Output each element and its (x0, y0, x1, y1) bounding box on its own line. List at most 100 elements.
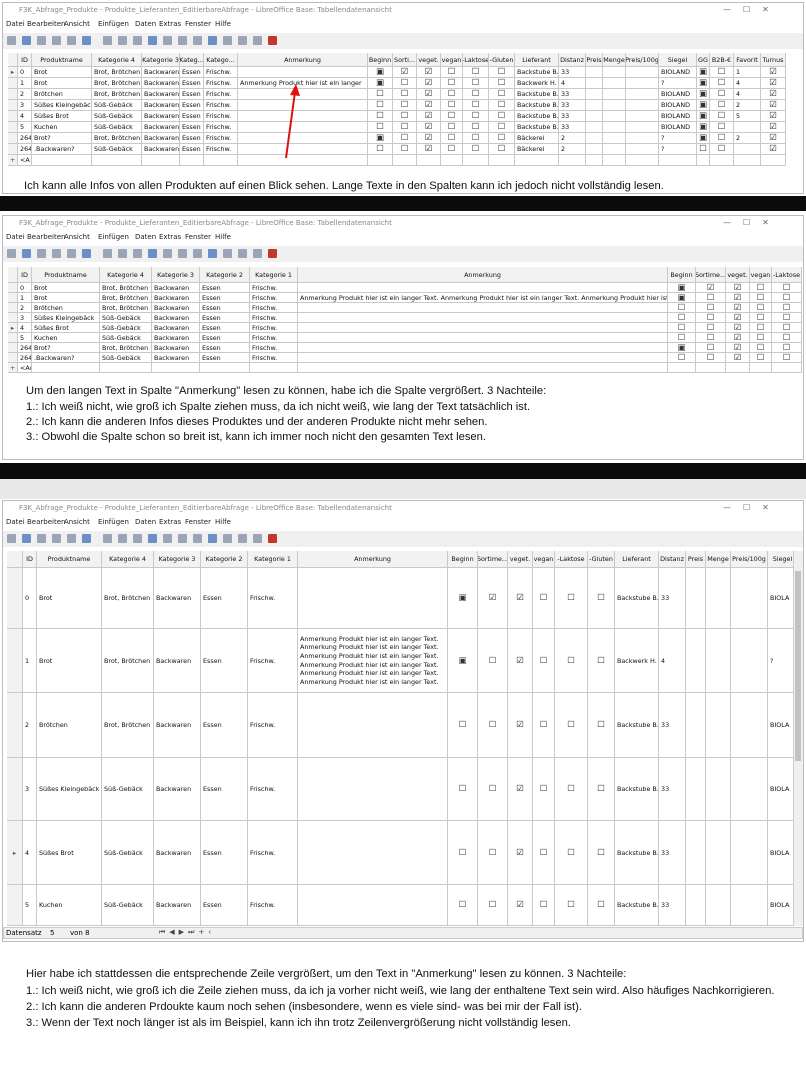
checkbox[interactable]: ☐ (750, 343, 772, 353)
toolbar-button[interactable] (82, 534, 91, 543)
checkbox[interactable]: ☐ (772, 293, 802, 303)
toolbar-button[interactable] (103, 534, 112, 543)
checkbox[interactable]: ☑ (761, 122, 786, 133)
checkbox[interactable]: ▣ (448, 568, 478, 629)
checkbox[interactable]: ☐ (588, 693, 615, 758)
checkbox[interactable]: ☐ (393, 122, 417, 133)
toolbar-button[interactable] (178, 249, 187, 258)
menu-item[interactable]: Hilfe (215, 20, 231, 28)
checkbox[interactable]: ▣ (697, 100, 710, 111)
toolbar-button[interactable] (238, 249, 247, 258)
toolbar-button[interactable] (163, 249, 172, 258)
menu-item[interactable]: Bearbeiten (27, 518, 66, 526)
toolbar-button[interactable] (118, 36, 127, 45)
checkbox[interactable]: ▣ (448, 629, 478, 693)
menu-item[interactable]: Daten (135, 233, 157, 241)
menu-item[interactable]: Fenster (185, 20, 211, 28)
toolbar-button[interactable] (82, 36, 91, 45)
toolbar-button[interactable] (82, 249, 91, 258)
checkbox[interactable]: ☐ (441, 100, 463, 111)
checkbox[interactable]: ▣ (668, 283, 696, 293)
menu-item[interactable]: Einfügen (98, 20, 129, 28)
checkbox[interactable]: ☑ (417, 144, 441, 155)
toolbar-button[interactable] (118, 249, 127, 258)
checkbox[interactable]: ▣ (697, 89, 710, 100)
toolbar-button[interactable] (208, 249, 217, 258)
checkbox[interactable]: ☐ (393, 89, 417, 100)
checkbox[interactable]: ▣ (668, 343, 696, 353)
checkbox[interactable]: ▣ (368, 78, 393, 89)
toolbar-button[interactable] (193, 249, 202, 258)
checkbox[interactable]: ☑ (508, 758, 533, 821)
checkbox[interactable]: ☐ (696, 323, 726, 333)
checkbox[interactable]: ☐ (555, 821, 588, 885)
toolbar-button[interactable] (193, 534, 202, 543)
checkbox[interactable]: ☐ (750, 333, 772, 343)
checkbox[interactable]: ☐ (750, 283, 772, 293)
menu-item[interactable]: Extras (159, 233, 182, 241)
menu-item[interactable]: Datei (6, 233, 25, 241)
checkbox[interactable]: ☐ (750, 313, 772, 323)
checkbox[interactable]: ▣ (697, 78, 710, 89)
toolbar-button[interactable] (223, 36, 232, 45)
checkbox[interactable]: ☑ (726, 333, 750, 343)
menu-item[interactable]: Ansicht (64, 518, 90, 526)
toolbar-button[interactable] (208, 534, 217, 543)
checkbox[interactable]: ☑ (726, 353, 750, 363)
checkbox[interactable]: ☑ (761, 100, 786, 111)
checkbox[interactable]: ☑ (508, 885, 533, 926)
toolbar-button[interactable] (133, 36, 142, 45)
toolbar-button[interactable] (163, 534, 172, 543)
toolbar-button[interactable] (238, 36, 247, 45)
checkbox[interactable]: ☐ (555, 693, 588, 758)
checkbox[interactable]: ☐ (750, 323, 772, 333)
checkbox[interactable]: ☑ (761, 133, 786, 144)
checkbox[interactable]: ☐ (478, 885, 508, 926)
checkbox[interactable]: ☑ (761, 111, 786, 122)
checkbox[interactable]: ☑ (417, 111, 441, 122)
checkbox[interactable]: ☐ (448, 758, 478, 821)
checkbox[interactable]: ☐ (668, 353, 696, 363)
checkbox[interactable]: ☐ (697, 144, 710, 155)
checkbox[interactable]: ☑ (508, 821, 533, 885)
checkbox[interactable]: ▣ (697, 133, 710, 144)
checkbox[interactable]: ☑ (726, 343, 750, 353)
toolbar-button[interactable] (7, 36, 16, 45)
checkbox[interactable]: ☐ (555, 568, 588, 629)
checkbox[interactable]: ☐ (489, 122, 515, 133)
menu-item[interactable]: Extras (159, 20, 182, 28)
checkbox[interactable]: ☐ (710, 89, 734, 100)
menu-item[interactable]: Bearbeiten (27, 20, 66, 28)
checkbox[interactable]: ☐ (441, 133, 463, 144)
checkbox[interactable]: ☑ (417, 67, 441, 78)
checkbox[interactable]: ☐ (463, 111, 489, 122)
checkbox[interactable]: ▣ (697, 67, 710, 78)
toolbar-button[interactable] (268, 36, 277, 45)
checkbox[interactable]: ☐ (696, 313, 726, 323)
checkbox[interactable]: ☑ (417, 89, 441, 100)
checkbox[interactable]: ☐ (588, 885, 615, 926)
checkbox[interactable]: ☐ (393, 78, 417, 89)
menu-item[interactable]: Fenster (185, 233, 211, 241)
checkbox[interactable]: ☐ (478, 821, 508, 885)
checkbox[interactable]: ☐ (489, 144, 515, 155)
checkbox[interactable]: ☐ (441, 78, 463, 89)
checkbox[interactable]: ☐ (588, 758, 615, 821)
menu-item[interactable]: Fenster (185, 518, 211, 526)
menu-item[interactable]: Daten (135, 20, 157, 28)
checkbox[interactable]: ☐ (441, 122, 463, 133)
toolbar-button[interactable] (208, 36, 217, 45)
checkbox[interactable]: ☐ (555, 629, 588, 693)
checkbox[interactable]: ☐ (533, 885, 555, 926)
checkbox[interactable]: ☐ (463, 67, 489, 78)
checkbox[interactable]: ☐ (772, 283, 802, 293)
menu-item[interactable]: Extras (159, 518, 182, 526)
checkbox[interactable]: ☐ (463, 133, 489, 144)
checkbox[interactable]: ☐ (441, 144, 463, 155)
checkbox[interactable]: ☐ (489, 67, 515, 78)
checkbox[interactable]: ☐ (533, 693, 555, 758)
checkbox[interactable]: ☐ (489, 100, 515, 111)
toolbar-button[interactable] (7, 249, 16, 258)
checkbox[interactable]: ☐ (533, 821, 555, 885)
toolbar-button[interactable] (223, 249, 232, 258)
